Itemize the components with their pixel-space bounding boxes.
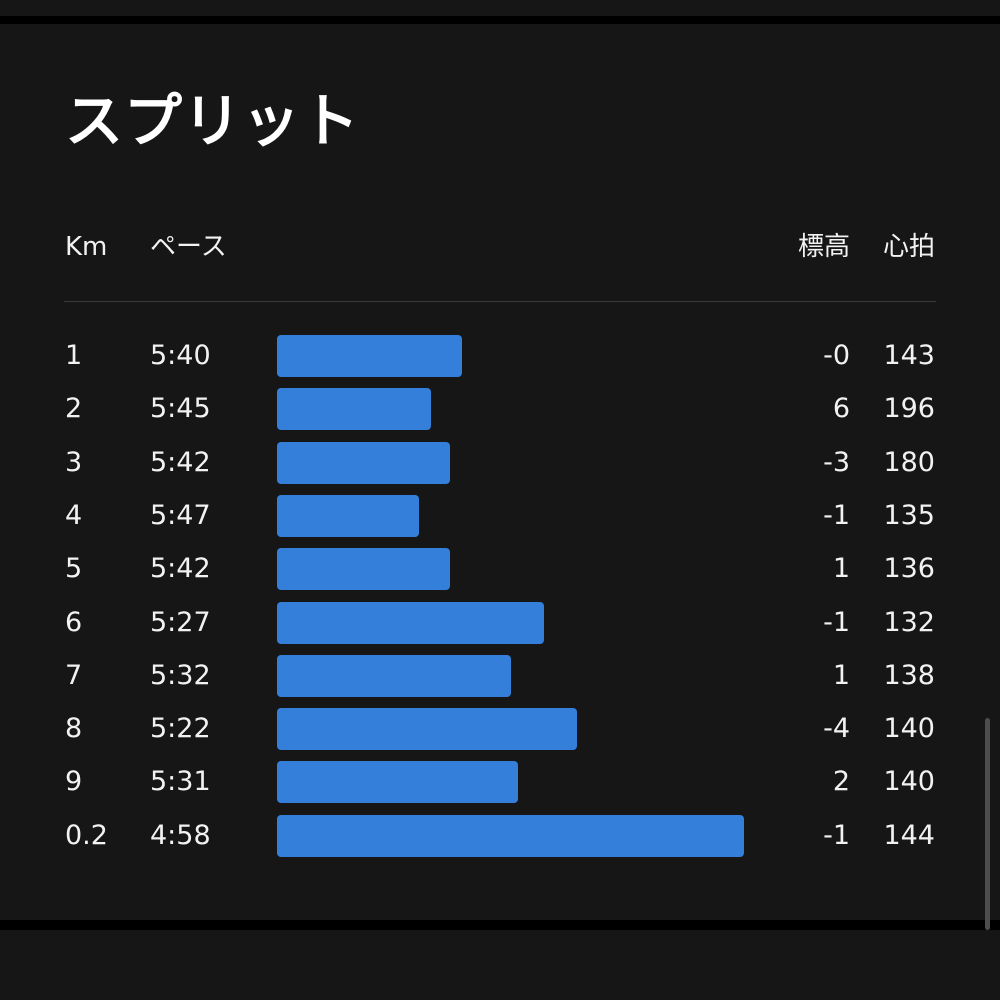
split-heart-rate: 135 (883, 499, 935, 531)
split-heart-rate: 143 (883, 340, 935, 371)
split-elevation: -0 (823, 340, 850, 371)
bottom-strip (0, 930, 1000, 1000)
page-title: スプリット (65, 87, 361, 155)
scrollbar[interactable] (985, 718, 990, 930)
split-pace: 5:42 (150, 446, 211, 478)
split-elevation: 6 (832, 393, 850, 425)
split-heart-rate: 140 (883, 713, 935, 745)
split-pace: 5:31 (150, 766, 211, 798)
column-header-pace: ペース (150, 232, 227, 262)
split-km: 3 (65, 446, 83, 478)
split-pace-bar (277, 335, 462, 377)
split-pace-bar (277, 708, 577, 751)
split-pace: 5:40 (150, 340, 211, 371)
split-row: 5 5:42 1 136 (0, 547, 1000, 591)
split-elevation: -1 (823, 499, 850, 531)
column-header-km: Km (65, 232, 108, 262)
header-divider (64, 301, 936, 302)
split-km: 6 (65, 606, 83, 638)
split-elevation: 1 (832, 553, 850, 585)
split-km: 0.2 (65, 819, 108, 851)
split-pace-bar (277, 441, 451, 484)
split-km: 8 (65, 713, 83, 745)
split-heart-rate: 196 (883, 393, 935, 425)
split-row: 8 5:22 -4 140 (0, 707, 1000, 751)
split-pace-bar (277, 814, 745, 857)
split-row: 2 5:45 6 196 (0, 387, 1000, 431)
column-header-heart-rate: 心拍 (882, 232, 935, 262)
split-pace: 5:27 (150, 606, 211, 638)
split-row: 4 5:47 -1 135 (0, 494, 1000, 538)
split-pace-bar (277, 601, 544, 644)
split-pace-bar (277, 388, 431, 431)
split-pace: 5:47 (150, 499, 211, 531)
split-row: 1 5:40 -0 143 (0, 334, 1000, 378)
split-pace-bar (277, 654, 511, 697)
split-pace-bar (277, 548, 451, 591)
split-km: 1 (65, 340, 83, 371)
split-row: 6 5:27 -1 132 (0, 601, 1000, 645)
split-pace: 5:45 (150, 393, 211, 425)
split-heart-rate: 180 (883, 446, 935, 478)
top-strip (0, 0, 1000, 16)
split-elevation: 1 (832, 659, 850, 691)
split-heart-rate: 140 (883, 766, 935, 798)
split-pace: 5:42 (150, 553, 211, 585)
split-elevation: -1 (823, 606, 850, 638)
split-pace: 4:58 (150, 819, 211, 851)
split-elevation: 2 (832, 766, 850, 798)
split-pace-bar (277, 761, 519, 804)
column-header-elevation: 標高 (797, 232, 850, 262)
split-heart-rate: 136 (883, 553, 935, 585)
split-row: 7 5:32 1 138 (0, 654, 1000, 698)
splits-card: スプリット Km ペース 標高 心拍 1 5:40 -0 143 2 5:45 6 196 3 5… (0, 24, 1000, 920)
split-heart-rate: 138 (883, 659, 935, 691)
split-elevation: -3 (823, 446, 850, 478)
split-elevation: -4 (823, 713, 850, 745)
split-km: 2 (65, 393, 83, 425)
split-km: 7 (65, 659, 83, 691)
split-km: 4 (65, 499, 83, 531)
split-pace: 5:22 (150, 713, 211, 745)
split-row: 9 5:31 2 140 (0, 760, 1000, 804)
split-row: 3 5:42 -3 180 (0, 441, 1000, 485)
split-row: 0.2 4:58 -1 144 (0, 814, 1000, 858)
split-heart-rate: 132 (883, 606, 935, 638)
split-heart-rate: 144 (883, 819, 935, 851)
split-elevation: -1 (823, 819, 850, 851)
split-km: 5 (65, 553, 83, 585)
split-km: 9 (65, 766, 83, 798)
split-pace: 5:32 (150, 659, 211, 691)
split-pace-bar (277, 494, 420, 537)
